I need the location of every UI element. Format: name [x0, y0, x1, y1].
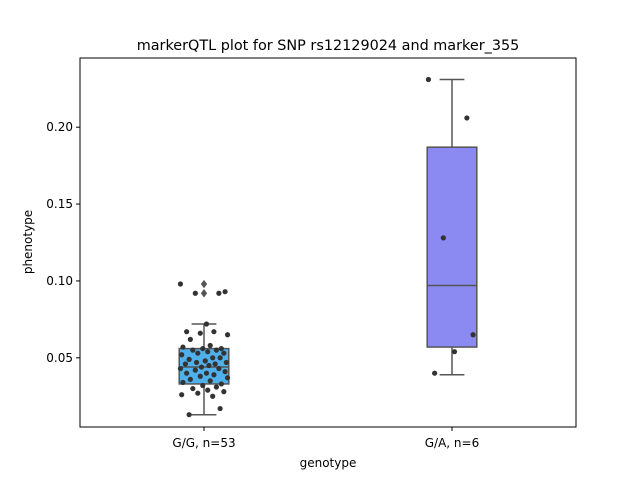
outlier-marker: [200, 289, 208, 298]
y-tick-label: 0.05: [46, 351, 73, 365]
y-axis: 0.05 0.10 0.15 0.20: [46, 120, 80, 365]
data-point: [210, 393, 216, 399]
data-point: [213, 384, 219, 390]
data-point: [180, 379, 186, 386]
data-point: [203, 321, 210, 327]
data-point: [432, 370, 438, 376]
data-point: [218, 345, 224, 352]
data-point: [184, 370, 190, 376]
iqr-box: [426, 146, 478, 348]
data-point: [221, 389, 227, 395]
data-point: [179, 352, 185, 358]
data-point: [198, 364, 205, 370]
y-tick-label: 0.20: [46, 120, 73, 134]
y-axis-label: phenotype: [21, 210, 35, 274]
boxes-layer: [178, 78, 478, 416]
data-point: [190, 347, 196, 353]
data-point: [184, 329, 190, 335]
data-point: [195, 350, 201, 356]
y-tick-label: 0.10: [46, 274, 73, 288]
data-point: [217, 405, 223, 412]
data-point: [177, 281, 184, 287]
points-layer: [177, 76, 476, 418]
data-point: [207, 378, 213, 384]
data-point: [179, 392, 185, 398]
data-point: [210, 355, 216, 361]
data-point: [200, 382, 206, 389]
data-point: [197, 373, 203, 379]
data-point: [203, 370, 210, 376]
data-point: [221, 350, 227, 356]
data-point: [182, 361, 188, 367]
x-axis: G/G, n=53 G/A, n=6: [172, 427, 479, 450]
data-point: [217, 355, 223, 361]
data-point: [187, 376, 193, 382]
data-point: [211, 372, 217, 378]
data-point: [212, 361, 218, 367]
data-point: [222, 289, 228, 295]
data-point: [440, 235, 446, 241]
data-point: [223, 359, 229, 366]
data-point: [192, 367, 198, 373]
data-point: [192, 290, 198, 296]
data-point: [470, 332, 476, 338]
y-tick-label: 0.15: [46, 197, 73, 211]
data-point: [218, 381, 224, 387]
x-tick-label: G/A, n=6: [425, 436, 479, 450]
data-point: [197, 330, 203, 336]
data-point: [451, 349, 458, 355]
x-axis-label: genotype: [300, 456, 357, 470]
data-point: [211, 329, 217, 335]
data-point: [177, 365, 184, 372]
data-point: [186, 412, 192, 418]
chart-title: markerQTL plot for SNP rs12129024 and ma…: [137, 38, 520, 54]
data-point: [180, 344, 186, 350]
data-point: [205, 387, 211, 393]
x-tick-label: G/G, n=53: [172, 436, 235, 450]
data-point: [195, 390, 201, 396]
outlier-marker: [200, 279, 208, 289]
data-point: [206, 362, 212, 369]
data-point: [193, 359, 200, 366]
data-point: [200, 345, 206, 352]
data-point: [205, 349, 211, 355]
data-point: [425, 76, 432, 83]
data-point: [202, 358, 208, 364]
data-point: [186, 356, 192, 362]
data-point: [190, 385, 196, 392]
data-point: [464, 115, 470, 121]
plot-area: [79, 57, 577, 428]
data-point: [224, 375, 231, 381]
data-point: [207, 342, 213, 349]
data-point: [216, 365, 222, 372]
data-point: [213, 347, 219, 353]
data-point: [187, 336, 193, 342]
data-point: [216, 290, 222, 296]
data-point: [224, 332, 231, 338]
data-point: [222, 369, 228, 375]
